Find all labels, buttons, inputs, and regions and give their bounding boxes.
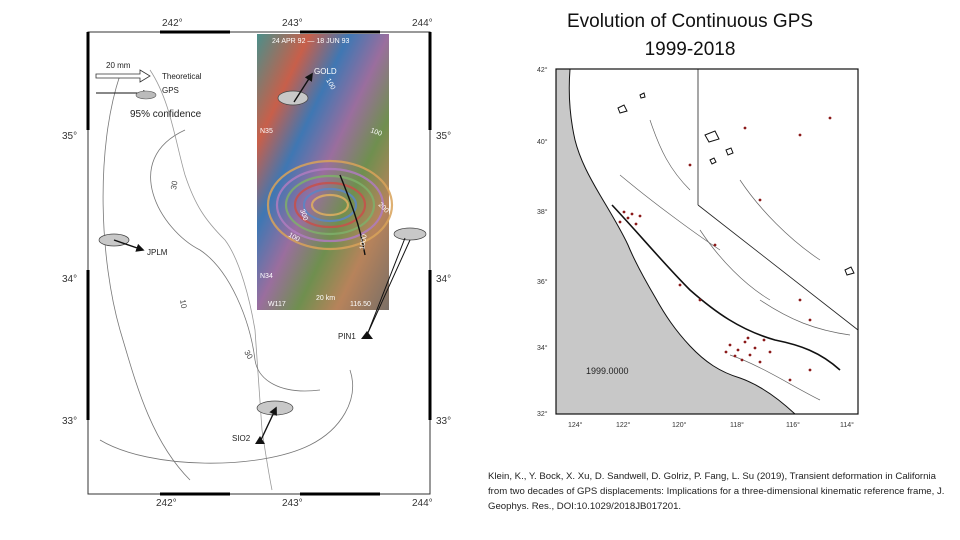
insar-header: 24 APR 92 — 18 JUN 93: [272, 38, 350, 45]
lon-tick-124: 124°: [568, 421, 583, 429]
insar-w117: W117: [268, 301, 286, 308]
map-legend: 20 mm Theoretical GPS 95% confidence: [95, 61, 202, 120]
legend-gps-label: GPS: [162, 86, 179, 95]
gps-stations: [618, 116, 832, 382]
lon-tick-top-243: 243°: [282, 18, 303, 29]
lon-tick-bottom-243: 243°: [282, 498, 303, 509]
insar-w116: 116.50: [350, 301, 371, 308]
lon-tick-bottom-244: 244°: [412, 498, 433, 509]
lat-tick-38: 38°: [537, 208, 548, 216]
san-andreas-fault: [611, 204, 841, 371]
insar-n35: N35: [260, 128, 273, 135]
lon-tick-122: 122°: [616, 421, 631, 429]
station-jplm: JPLM: [98, 233, 168, 257]
right-map-frame: [555, 68, 859, 415]
lat-tick-36: 36°: [537, 278, 548, 286]
legend-scale-label: 20 mm: [106, 61, 131, 70]
insar-contour-300: 300: [298, 208, 309, 221]
lon-tick-bottom-242: 242°: [156, 498, 177, 509]
title-line-1: Evolution of Continuous GPS: [566, 11, 814, 32]
lat-tick-34: 34°: [537, 344, 548, 352]
california-land: [568, 68, 859, 415]
pin1-marker: [361, 331, 373, 339]
lon-tick-120: 120°: [672, 421, 687, 429]
lat-tick-right-35: 35°: [436, 131, 451, 142]
slide-title: Evolution of Continuous GPS 1999-2018: [520, 8, 860, 64]
jplm-label: JPLM: [147, 248, 168, 257]
lat-tick-left-35: 35°: [62, 131, 77, 142]
pin1-ellipse: [393, 227, 427, 241]
insar-image: [257, 34, 389, 310]
contour-label-10: 10: [178, 299, 189, 310]
coastline: [149, 69, 273, 491]
fault-lines: [619, 119, 851, 401]
lat-tick-40: 40°: [537, 138, 548, 146]
insar-contour-1000: 1000: [359, 234, 369, 251]
contour-30-outer: [150, 129, 321, 392]
map-year: 1999.0000: [586, 366, 629, 376]
lon-tick-116: 116°: [786, 421, 800, 429]
lat-tick-left-33: 33°: [62, 416, 77, 427]
citation: Klein, K., Y. Bock, X. Xu, D. Sandwell, …: [488, 471, 945, 512]
lat-tick-left-34: 34°: [62, 274, 77, 285]
pin1-label: PIN1: [338, 332, 356, 341]
insar-n34: N34: [260, 273, 273, 280]
state-border-diagonal: [697, 204, 859, 331]
lat-tick-42: 42°: [537, 66, 548, 74]
lat-tick-right-33: 33°: [436, 416, 451, 427]
pin1-arrow-theoretical: [366, 237, 406, 336]
title-line-2: 1999-2018: [644, 39, 736, 60]
legend-confidence-label: 95% confidence: [130, 109, 202, 120]
contour-label-30-a: 30: [169, 179, 180, 190]
lat-tick-32: 32°: [537, 410, 548, 418]
sio2-arrow: [259, 406, 277, 443]
insar-contour-100-b: 100: [369, 127, 382, 138]
california-map: 1999.0000 42° 40° 38° 36° 34° 32° 124° 1…: [537, 66, 859, 429]
gold-label: GOLD: [314, 67, 337, 76]
sio2-ellipse: [256, 400, 294, 416]
contour-ring: [99, 369, 353, 464]
insar-scale: 20 km: [316, 295, 335, 302]
sio2-label: SIO2: [232, 434, 251, 443]
lon-tick-top-244: 244°: [412, 18, 433, 29]
gold-arrow: [293, 72, 313, 103]
station-gold: GOLD: [277, 67, 337, 106]
lon-tick-118: 118°: [730, 421, 744, 429]
contour-10: [102, 74, 191, 481]
legend-theoretical-arrow: [95, 69, 151, 83]
insar-contour-100-c: 100: [287, 232, 301, 244]
jplm-arrow: [113, 239, 145, 252]
legend-theoretical-label: Theoretical: [162, 72, 202, 81]
pin1-arrow-gps: [366, 239, 411, 336]
lon-tick-114: 114°: [840, 421, 854, 429]
lon-tick-top-242: 242°: [162, 18, 183, 29]
lat-tick-right-34: 34°: [436, 274, 451, 285]
sio2-marker: [255, 436, 265, 444]
insar-inset: 24 APR 92 — 18 JUN 93 N35 N34 W117 20 km…: [257, 34, 394, 310]
gold-ellipse: [277, 90, 309, 106]
insar-contour-100-a: 100: [324, 78, 336, 92]
frame-ticks: [86, 30, 432, 496]
legend-confidence-ellipse: [135, 90, 157, 100]
fault-trace: [339, 174, 366, 256]
lakes: [617, 92, 855, 276]
station-sio2: SIO2: [232, 400, 294, 444]
station-pin1: PIN1: [338, 227, 427, 341]
insar-fringes: [266, 159, 394, 251]
